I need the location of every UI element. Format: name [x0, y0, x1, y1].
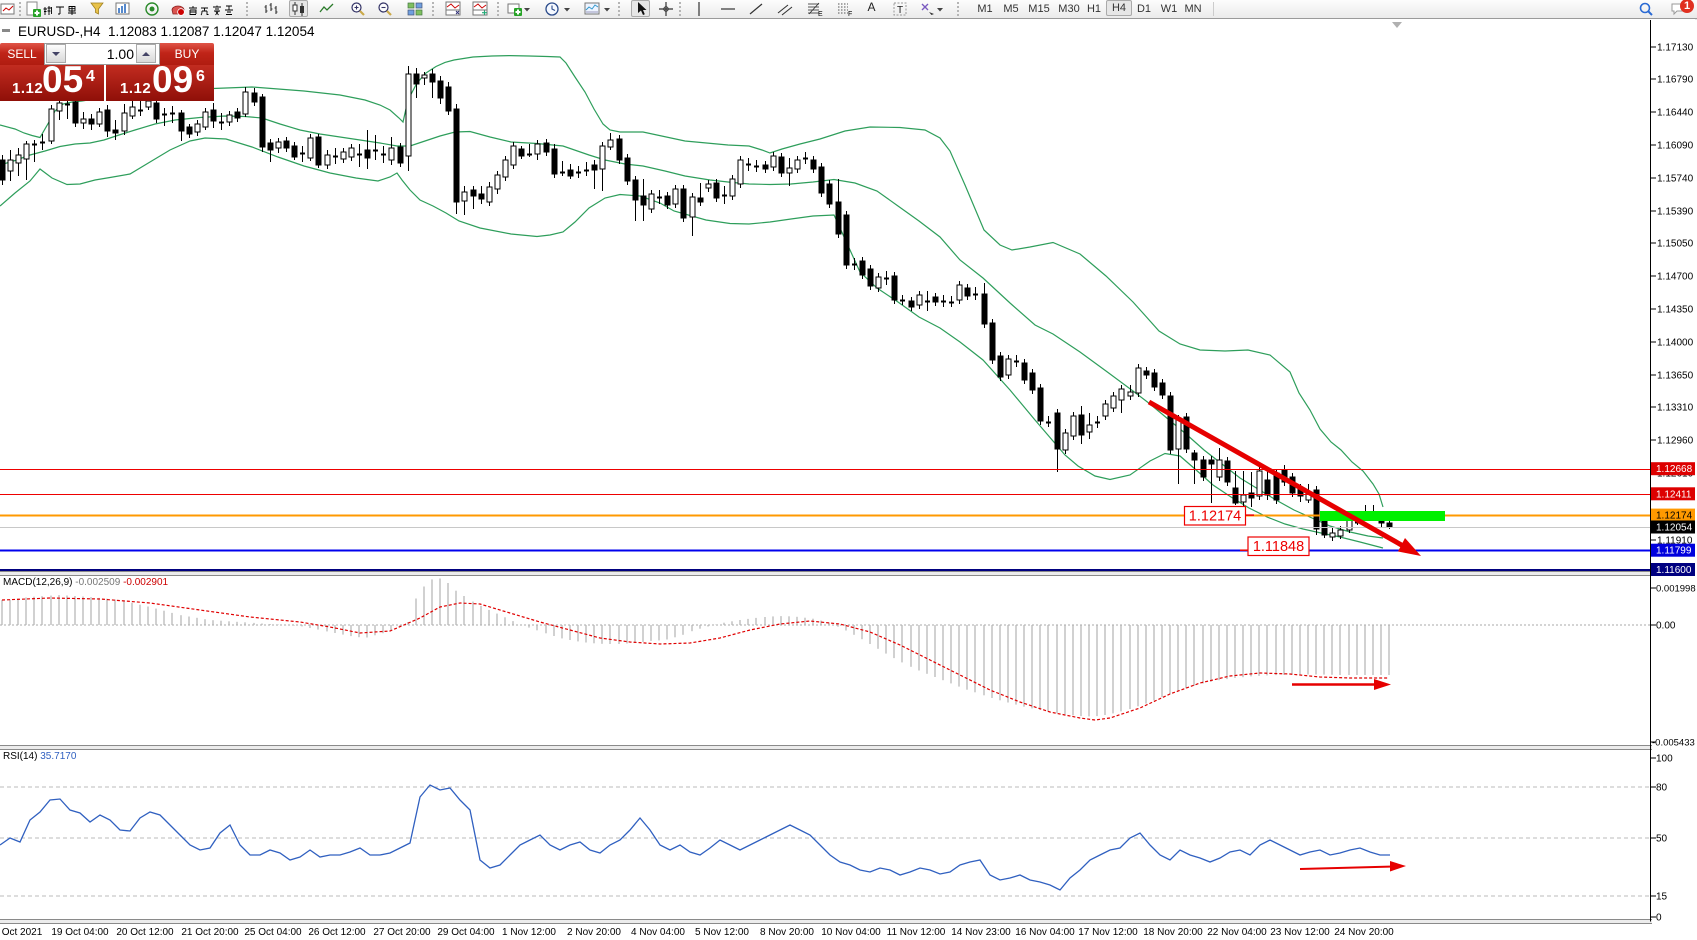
svg-text:2 Nov 20:00: 2 Nov 20:00 [567, 927, 621, 938]
svg-text:1.13310: 1.13310 [1657, 403, 1694, 414]
svg-text:1.12411: 1.12411 [1656, 489, 1692, 500]
svg-text:14 Nov 23:00: 14 Nov 23:00 [951, 927, 1011, 938]
svg-text:8 Nov 20:00: 8 Nov 20:00 [760, 927, 814, 938]
svg-text:18 Nov 20:00: 18 Nov 20:00 [1143, 927, 1203, 938]
svg-text:50: 50 [1656, 834, 1668, 845]
svg-text:21 Oct 20:00: 21 Oct 20:00 [181, 927, 239, 938]
svg-text:Oct 2021: Oct 2021 [2, 927, 43, 938]
svg-text:1.17130: 1.17130 [1657, 43, 1694, 54]
svg-text:1.12054: 1.12054 [1656, 523, 1693, 534]
svg-text:1.11799: 1.11799 [1656, 546, 1692, 557]
svg-text:1.11848: 1.11848 [1253, 539, 1304, 555]
svg-text:0: 0 [1656, 913, 1662, 924]
svg-text:1.15050: 1.15050 [1657, 239, 1694, 250]
svg-text:1.11910: 1.11910 [1657, 536, 1693, 547]
svg-text:E: E [818, 11, 823, 17]
svg-text:1.14350: 1.14350 [1657, 305, 1694, 316]
svg-text:1.13650: 1.13650 [1657, 371, 1694, 382]
svg-text:24 Nov 20:00: 24 Nov 20:00 [1334, 927, 1394, 938]
svg-text:1.16090: 1.16090 [1657, 141, 1694, 152]
svg-text:5 Nov 12:00: 5 Nov 12:00 [695, 927, 749, 938]
svg-text:4 Nov 04:00: 4 Nov 04:00 [631, 927, 685, 938]
svg-text:16 Nov 04:00: 16 Nov 04:00 [1015, 927, 1075, 938]
svg-text:29 Oct 04:00: 29 Oct 04:00 [437, 927, 495, 938]
svg-text:1.12960: 1.12960 [1657, 436, 1694, 447]
svg-text:1 Nov 12:00: 1 Nov 12:00 [502, 927, 556, 938]
svg-text:RSI(14) 35.7170: RSI(14) 35.7170 [3, 751, 77, 762]
svg-text:10 Nov 04:00: 10 Nov 04:00 [821, 927, 881, 938]
svg-text:15: 15 [1656, 892, 1668, 903]
svg-text:25 Oct 04:00: 25 Oct 04:00 [244, 927, 302, 938]
svg-text:100: 100 [1656, 754, 1673, 765]
svg-text:80: 80 [1656, 783, 1668, 794]
svg-text:22 Nov 04:00: 22 Nov 04:00 [1207, 927, 1267, 938]
svg-text:EURUSD-,H4 1.12083 1.12087 1.: EURUSD-,H4 1.12083 1.12087 1.12047 1.120… [18, 24, 315, 39]
svg-text:17 Nov 12:00: 17 Nov 12:00 [1078, 927, 1138, 938]
svg-text:11 Nov 12:00: 11 Nov 12:00 [887, 927, 946, 938]
svg-text:1.16440: 1.16440 [1657, 108, 1694, 119]
svg-text:-0.005433: -0.005433 [1652, 738, 1695, 749]
svg-text:26 Oct 12:00: 26 Oct 12:00 [308, 927, 366, 938]
svg-text:T: T [897, 5, 903, 16]
svg-text:0.00: 0.00 [1656, 621, 1676, 632]
svg-text:1.14700: 1.14700 [1657, 272, 1694, 283]
svg-text:1.16790: 1.16790 [1657, 75, 1694, 86]
svg-text:1.15740: 1.15740 [1657, 174, 1694, 185]
svg-text:27 Oct 20:00: 27 Oct 20:00 [373, 927, 431, 938]
svg-text:1.12668: 1.12668 [1656, 464, 1693, 475]
svg-text:1.12174: 1.12174 [1189, 509, 1241, 525]
svg-text:1.14000: 1.14000 [1657, 338, 1694, 349]
svg-text:19 Oct 04:00: 19 Oct 04:00 [51, 927, 109, 938]
svg-text:0.001998: 0.001998 [1656, 584, 1696, 595]
svg-text:F: F [848, 11, 852, 17]
svg-text:23 Nov 12:00: 23 Nov 12:00 [1270, 927, 1330, 938]
svg-text:1.15390: 1.15390 [1657, 207, 1694, 218]
svg-text:1.12174: 1.12174 [1656, 511, 1693, 522]
svg-text:1.11600: 1.11600 [1656, 565, 1692, 576]
svg-text:MACD(12,26,9) -0.002509 -0.002: MACD(12,26,9) -0.002509 -0.002901 [3, 577, 169, 588]
svg-text:20 Oct 12:00: 20 Oct 12:00 [116, 927, 174, 938]
